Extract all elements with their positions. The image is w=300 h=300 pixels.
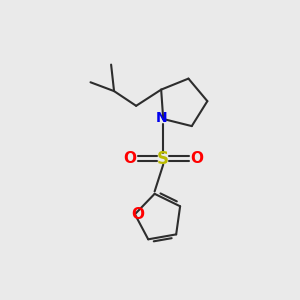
Text: N: N [156, 111, 168, 125]
Text: O: O [190, 151, 203, 166]
Text: O: O [131, 207, 144, 222]
Text: O: O [123, 151, 136, 166]
Text: S: S [157, 150, 169, 168]
